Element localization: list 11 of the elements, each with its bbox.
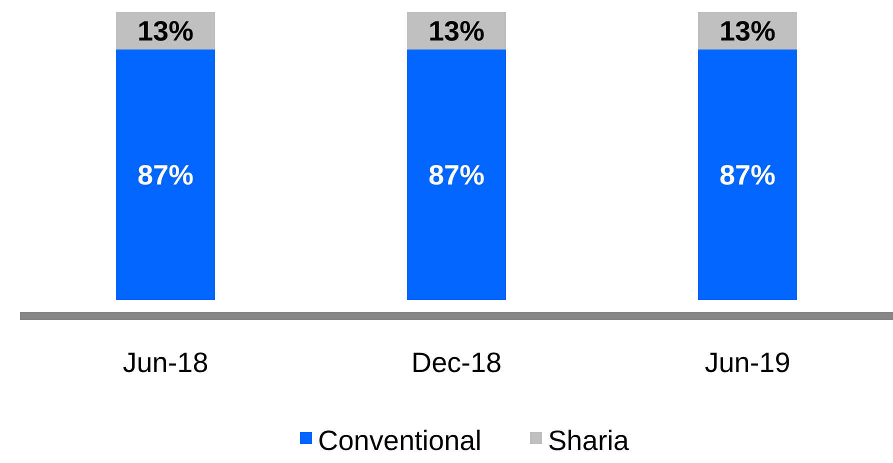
x-tick-label: Dec-18 — [411, 347, 502, 378]
legend-label: Conventional — [318, 425, 482, 456]
data-label: 13% — [719, 16, 776, 47]
x-tick-label: Jun-18 — [122, 347, 208, 378]
data-label: 13% — [137, 16, 194, 47]
data-label: 87% — [137, 160, 194, 191]
x-tick-label: Jun-19 — [704, 347, 790, 378]
data-label: 87% — [719, 160, 776, 191]
data-label: 13% — [428, 16, 485, 47]
data-label: 87% — [428, 160, 485, 191]
legend-label: Sharia — [548, 425, 630, 456]
